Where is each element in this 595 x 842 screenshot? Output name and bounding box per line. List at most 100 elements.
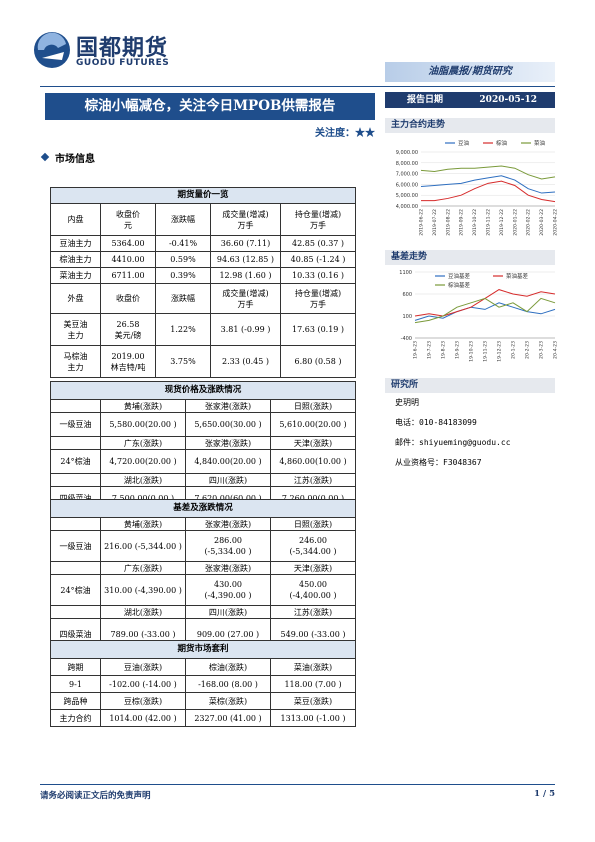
table-cell: 天津(涨跌) [269,436,357,450]
table-title: 现货价格及涨跌情况 [49,381,357,400]
table-row: 湖北(涨跌) 四川(涨跌) 江苏(涨跌) [50,473,357,487]
data-table: 期货量价一览 内盘 收盘价 元涨跌幅 成交量(增减) 万手 持仓量(增减) 万手 豆油主力… [49,187,357,378]
disclaimer: 请务必阅读正文后的免责声明 [40,791,151,801]
table-cell: 5,580.00(20.00 ) [100,412,186,437]
y-tick-label: 9,000.00 [396,150,418,156]
table-cell: 收盘价 [100,283,156,314]
table-row: 马棕油 主力 2019.00 林吉特/吨 3.75% 2.33 (0.45 ) 6.80… [50,345,357,378]
table-row: 24°棕油 310.00 (-4,390.00 ) 430.00 (-4,390.0… [50,574,357,606]
y-tick-label: 6,000.00 [396,182,418,188]
table-cell: 4,860.00(10.00 ) [269,449,357,474]
table-cell: 菜油主力 [50,267,101,284]
table-cell: 江苏(涨跌) [269,605,357,619]
table-row: 菜油主力 6711.00 0.39% 12.98 (1.60 ) 10.33 (0.16… [50,267,357,284]
table-cell: 日照(涨跌) [269,399,357,413]
table-cell: 内盘 [50,203,101,236]
y-tick-label: 4,000.00 [396,204,418,210]
table-cell: 5,650.00(30.00 ) [185,412,271,437]
table-cell: 40.85 (-1.24 ) [279,251,357,268]
section-title: 市场信息 [55,154,95,165]
x-tick-label: 2020-03-22 [539,209,545,236]
report-title: 棕油小幅减仓，关注今日MPOB供需报告 [45,93,375,120]
table-cell: -102.00 (-14.00 ) [100,675,186,693]
table-cell: 1014.00 (42.00 ) [100,709,186,727]
table-row: 期货量价一览 [49,187,357,204]
table-cell: 42.85 (0.37 ) [279,235,357,252]
table-cell: 1.22% [155,313,211,346]
x-tick-label: 20-2-23 [525,341,531,359]
table-row: 湖北(涨跌) 四川(涨跌) 江苏(涨跌) [50,605,357,619]
table-cell: 5364.00 [100,235,156,252]
legend-label: 豆油 [458,139,470,147]
table-cell: 广东(涨跌) [100,436,186,450]
table-cell [50,436,101,450]
table-row: 24°棕油 4,720.00(20.00 ) 4,840.00(20.00 ) 4,8… [50,449,357,474]
line-series [421,180,556,203]
data-table: 期货市场套利 跨期 豆油(涨跌) 棕油(涨跌) 菜油(涨跌) 9-1 -102.00 (-1… [49,640,357,727]
x-tick-label: 2019-11-22 [486,209,492,236]
table-cell: 4,840.00(20.00 ) [185,449,271,474]
y-tick-label: -400 [401,336,412,342]
table-cell: 菜棕(涨跌) [185,692,271,710]
table-cell: 菜豆(涨跌) [269,692,357,710]
table-cell: 收盘价 元 [100,203,156,236]
table-cell: 跨品种 [50,692,101,710]
table-cell: 26.58 美元/磅 [100,313,156,346]
chart-header: 基差走势 [385,250,555,265]
table-cell: 棕油主力 [50,251,101,268]
table-cell: 2.33 (0.45 ) [210,345,281,378]
table-row: 一级豆油 5,580.00(20.00 ) 5,650.00(30.00 ) 5,61… [50,412,357,437]
table-row: 现货价格及涨跌情况 [49,381,357,400]
table-cell: 张家港(涨跌) [185,436,271,450]
page-number: 1 / 5 [534,789,555,799]
table-row: 广东(涨跌) 张家港(涨跌) 天津(涨跌) [50,561,357,575]
x-tick-label: 19-11-23 [483,341,489,362]
table-cell: 张家港(涨跌) [185,399,271,413]
table-cell: 成交量(增减) 万手 [210,283,281,314]
attention-label: 关注度： [315,128,355,139]
table-cell: 1313.00 (-1.00 ) [269,709,357,727]
table-cell: 3.81 (-0.99 ) [210,313,281,346]
x-tick-label: 20-1-23 [511,341,517,359]
x-tick-label: 19-10-23 [469,341,475,362]
logo-cn: 国都期货 [76,36,169,61]
table-cell: 张家港(涨跌) [185,517,271,531]
table-cell: 24°棕油 [50,574,101,606]
x-tick-label: 2020-01-22 [512,209,518,236]
table-row: 跨品种 豆棕(涨跌) 菜棕(涨跌) 菜豆(涨跌) [50,692,357,710]
table-cell: -0.41% [155,235,211,252]
table-cell: 外盘 [50,283,101,314]
table-cell: 豆棕(涨跌) [100,692,186,710]
x-tick-label: 19-12-23 [497,341,503,362]
table-cell: 4410.00 [100,251,156,268]
table-cell: 豆油主力 [50,235,101,252]
y-tick-label: 8,000.00 [396,161,418,167]
x-tick-label: 19-7-23 [427,341,433,359]
table-cell: 黄埔(涨跌) [100,517,186,531]
table-cell: 94.63 (12.85 ) [210,251,281,268]
research-title: 研究所 [385,378,555,393]
table-cell: 跨期 [50,658,101,676]
x-tick-label: 2019-10-22 [472,209,478,236]
table-cell: 菜油(涨跌) [269,658,357,676]
table-cell: 450.00 (-4,400.00 ) [269,574,357,606]
table-cell: 湖北(涨跌) [100,605,186,619]
table-cell: 四川(涨跌) [185,605,271,619]
banner: 油脂晨报/期货研究 [385,62,555,82]
table-cell: 216.00 (-5,344.00 ) [100,530,186,562]
table-cell [50,517,101,531]
table-cell: 涨跌幅 [155,283,211,314]
table-title: 基差及涨跌情况 [49,499,357,518]
table-cell: 持仓量(增减) 万手 [279,283,357,314]
table-row: 跨期 豆油(涨跌) 棕油(涨跌) 菜油(涨跌) [50,658,357,676]
table-row: 棕油主力 4410.00 0.59% 94.63 (12.85 ) 40.85 (-1.… [50,251,357,268]
legend-label: 豆油基差 [448,272,471,280]
table-row: 美豆油 主力 26.58 美元/磅 1.22% 3.81 (-0.99 ) 17.63 … [50,313,357,346]
x-tick-label: 19-9-23 [455,341,461,359]
table-row: 一级豆油 216.00 (-5,344.00 ) 286.00 (-5,334.00… [50,530,357,562]
report-date: 报告日期 2020-05-12 [385,92,555,108]
table-cell: 湖北(涨跌) [100,473,186,487]
line-series [420,165,556,180]
x-tick-label: 19-8-23 [441,341,447,359]
line-series [414,289,556,317]
